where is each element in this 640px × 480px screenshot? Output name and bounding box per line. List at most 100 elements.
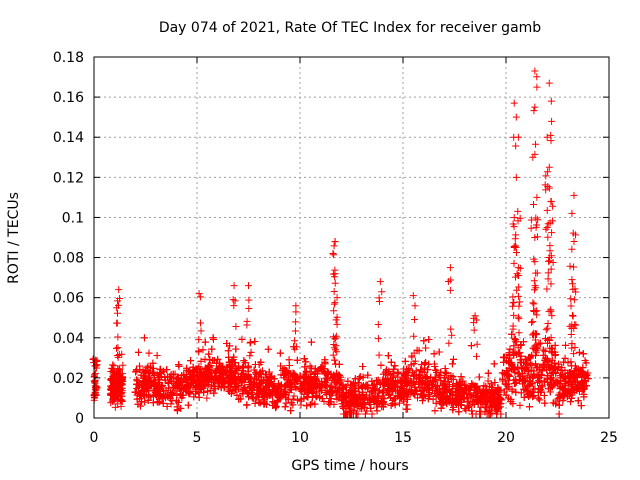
data-point xyxy=(526,353,534,361)
data-point xyxy=(292,384,300,392)
data-point xyxy=(328,383,336,391)
data-point xyxy=(538,381,546,389)
data-point xyxy=(238,335,246,343)
data-point xyxy=(431,407,439,415)
data-point xyxy=(255,382,263,390)
data-point xyxy=(422,344,430,352)
data-point xyxy=(490,360,498,368)
data-point xyxy=(272,403,280,411)
data-point xyxy=(118,397,126,405)
data-point xyxy=(297,401,305,409)
data-point xyxy=(203,394,211,402)
data-point xyxy=(302,358,310,366)
data-point xyxy=(250,366,258,374)
data-point xyxy=(541,347,549,355)
data-point xyxy=(421,364,429,372)
data-point xyxy=(559,397,567,405)
data-point xyxy=(293,396,301,404)
data-point xyxy=(510,342,518,350)
data-point xyxy=(109,365,117,373)
data-point xyxy=(114,372,122,380)
data-point xyxy=(541,399,549,407)
data-point xyxy=(498,375,506,383)
data-point xyxy=(560,373,568,381)
data-point xyxy=(133,384,141,392)
data-point xyxy=(517,352,525,360)
data-point xyxy=(412,386,420,394)
data-point xyxy=(300,355,308,363)
data-point xyxy=(394,368,402,376)
data-point xyxy=(199,346,207,354)
data-point xyxy=(214,355,222,363)
data-point xyxy=(256,399,264,407)
data-point xyxy=(107,383,115,391)
data-point xyxy=(91,371,99,379)
data-point xyxy=(251,360,259,368)
data-point xyxy=(280,370,288,378)
data-point xyxy=(108,382,116,390)
data-point xyxy=(330,400,338,408)
data-point xyxy=(579,364,587,372)
data-point xyxy=(183,364,191,372)
data-point xyxy=(119,361,127,369)
data-point xyxy=(425,335,433,343)
data-point xyxy=(200,388,208,396)
data-point xyxy=(111,403,119,411)
data-point xyxy=(303,393,311,401)
data-point xyxy=(159,387,167,395)
data-point xyxy=(108,391,116,399)
data-point xyxy=(536,396,544,404)
data-point xyxy=(521,355,529,363)
data-point xyxy=(252,369,260,377)
data-point xyxy=(168,390,176,398)
data-point xyxy=(117,390,125,398)
data-point xyxy=(162,394,170,402)
data-point xyxy=(145,349,153,357)
data-point xyxy=(113,383,121,391)
data-point xyxy=(512,388,520,396)
data-point xyxy=(91,369,99,377)
data-point xyxy=(521,366,529,374)
data-point xyxy=(583,371,591,379)
data-point xyxy=(117,402,125,410)
data-point xyxy=(412,367,420,375)
data-point xyxy=(303,402,311,410)
data-point xyxy=(173,391,181,399)
data-point xyxy=(109,397,117,405)
data-point xyxy=(279,366,287,374)
data-point xyxy=(113,400,121,408)
data-point xyxy=(429,377,437,385)
data-point xyxy=(555,401,563,409)
data-point xyxy=(407,361,415,369)
data-point xyxy=(498,369,506,377)
data-point xyxy=(424,366,432,374)
data-point xyxy=(364,371,372,379)
data-point xyxy=(134,377,142,385)
data-point xyxy=(91,377,99,385)
data-point xyxy=(567,398,575,406)
data-point xyxy=(187,357,195,365)
data-point xyxy=(110,396,118,404)
data-point xyxy=(456,379,464,387)
data-point xyxy=(363,407,371,415)
data-point xyxy=(118,374,126,382)
data-point xyxy=(184,401,192,409)
data-point xyxy=(321,358,329,366)
chart-title: Day 074 of 2021, Rate Of TEC Index for r… xyxy=(159,20,541,36)
data-point xyxy=(163,366,171,374)
data-point xyxy=(354,378,362,386)
data-point xyxy=(367,404,375,412)
data-point xyxy=(197,357,205,365)
data-point xyxy=(486,403,494,411)
data-point xyxy=(516,401,524,409)
data-point xyxy=(224,347,232,355)
data-point xyxy=(243,401,251,409)
data-point xyxy=(420,337,428,345)
data-point xyxy=(264,345,272,353)
data-point xyxy=(297,395,305,403)
data-point xyxy=(461,405,469,413)
data-point xyxy=(402,390,410,398)
data-point xyxy=(517,389,525,397)
data-points xyxy=(89,67,592,418)
